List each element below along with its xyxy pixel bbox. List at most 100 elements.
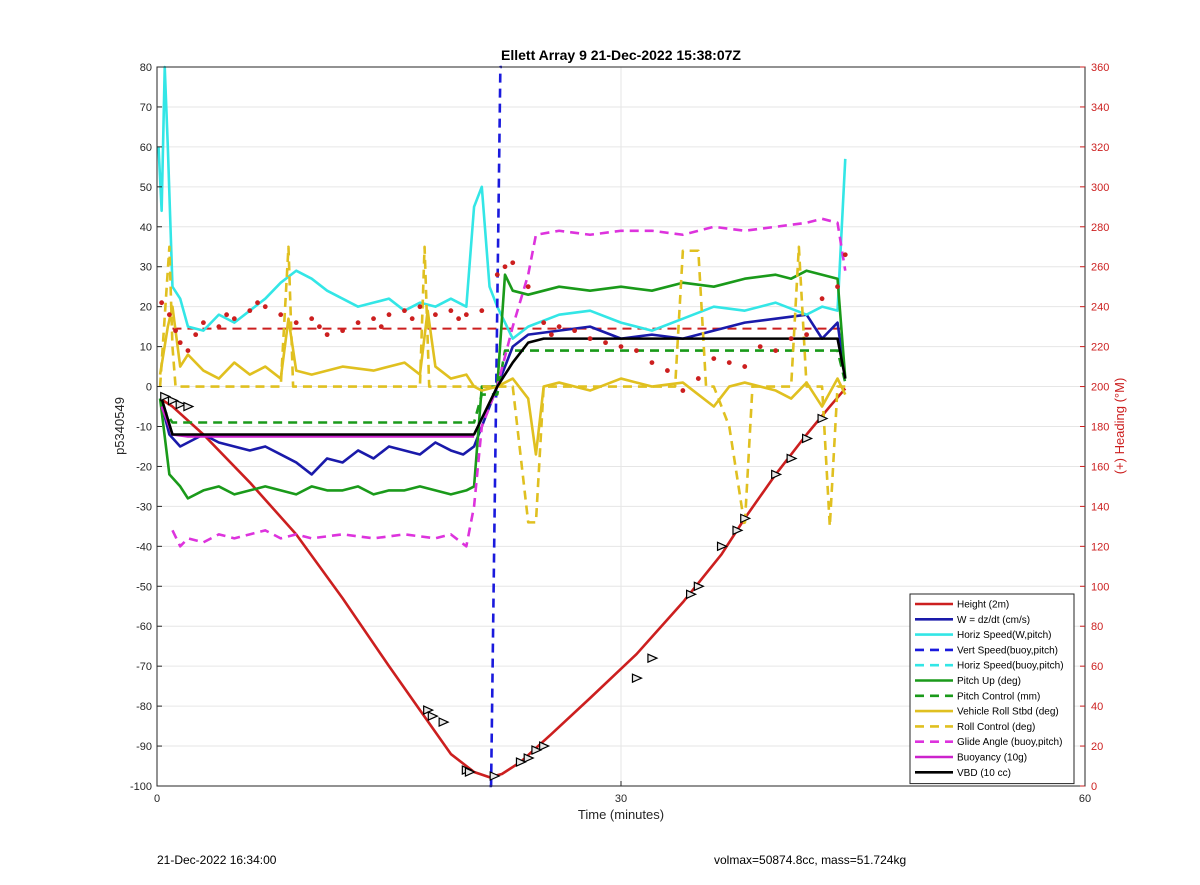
heading-point xyxy=(819,296,825,302)
y-right-tick-label: 0 xyxy=(1091,781,1097,793)
x-axis-label: Time (minutes) xyxy=(578,807,664,822)
heading-point xyxy=(177,340,183,346)
heading-point xyxy=(711,356,717,361)
heading-point xyxy=(556,324,562,330)
legend-label: Horiz Speed(buoy,pitch) xyxy=(957,661,1064,672)
y-tick-label: 80 xyxy=(140,62,152,74)
y-right-tick-label: 360 xyxy=(1091,62,1109,74)
heading-point xyxy=(541,320,547,326)
heading-point xyxy=(572,328,577,334)
legend-label: Glide Angle (buoy,pitch) xyxy=(957,737,1062,748)
y-tick-label: 30 xyxy=(140,262,152,274)
heading-point xyxy=(293,320,299,326)
heading-point xyxy=(324,332,330,338)
turn-marker xyxy=(515,757,527,767)
heading-point xyxy=(378,324,384,330)
heading-point xyxy=(695,376,701,381)
y-axis-label: p5340549 xyxy=(112,397,127,455)
heading-point xyxy=(340,328,345,334)
series-glide-angle-buoy-pitch xyxy=(171,217,847,548)
heading-point xyxy=(835,284,840,290)
right-axis: 0 20 40 60 80 100 120 140 160 180 200 220 240 260 280 3… xyxy=(1080,62,1109,793)
turn-marker xyxy=(693,581,705,592)
y-right-tick-label: 200 xyxy=(1091,382,1109,394)
y-tick-label: 20 xyxy=(140,302,152,314)
heading-point xyxy=(603,340,608,346)
legend-label: Pitch Control (mm) xyxy=(957,691,1040,702)
turn-marker xyxy=(771,469,783,480)
series-vbd-10-cc xyxy=(160,337,847,436)
turn-marker xyxy=(183,401,195,412)
turn-marker xyxy=(631,673,643,684)
legend-label: Buoyancy (10g) xyxy=(957,753,1027,764)
heading-point xyxy=(371,316,376,322)
turn-marker xyxy=(175,399,187,410)
left-axis: -100-90-80-70-60-50-40-30-20-10010203040… xyxy=(130,62,162,793)
y-tick-label: -80 xyxy=(136,701,152,713)
series-horiz-speed-w-pitch xyxy=(157,65,847,340)
turn-marker xyxy=(685,589,698,600)
heading-point xyxy=(317,324,322,330)
legend-label: Horiz Speed(W,pitch) xyxy=(957,630,1051,641)
heading-point xyxy=(456,316,461,322)
heading-point xyxy=(185,348,191,354)
heading-points xyxy=(159,252,848,393)
heading-point xyxy=(386,312,392,318)
x-tick-label: 0 xyxy=(154,793,160,805)
turn-marker xyxy=(531,745,543,755)
x-axis: 0 30 60 xyxy=(154,781,1091,805)
heading-point xyxy=(409,316,415,322)
turn-marker xyxy=(489,771,501,781)
series-layer xyxy=(157,65,848,788)
heading-point xyxy=(417,304,423,310)
y-tick-label: 60 xyxy=(140,142,152,154)
turn-marker xyxy=(801,433,814,444)
heading-point xyxy=(173,328,178,334)
y-right-tick-label: 220 xyxy=(1091,342,1109,354)
heading-point xyxy=(680,388,686,393)
heading-point xyxy=(587,336,593,342)
y-tick-label: -50 xyxy=(136,581,152,593)
footer-timestamp: 21-Dec-2022 16:34:00 xyxy=(157,853,277,867)
turn-marker xyxy=(438,717,450,728)
y-right-tick-label: 340 xyxy=(1091,102,1109,114)
heading-point xyxy=(355,320,361,326)
y-tick-label: 50 xyxy=(140,182,152,194)
heading-point xyxy=(247,308,253,314)
y-right-tick-label: 300 xyxy=(1091,182,1109,194)
y-tick-label: -70 xyxy=(136,661,152,673)
y-tick-label: -40 xyxy=(136,541,152,553)
heading-point xyxy=(549,332,554,338)
heading-point xyxy=(618,344,624,350)
y-right-tick-label: 140 xyxy=(1091,501,1109,513)
y-tick-label: -30 xyxy=(136,501,152,513)
turn-markers xyxy=(160,391,829,781)
legend-label: Vert Speed(buoy,pitch) xyxy=(957,645,1058,656)
y-right-tick-label: 180 xyxy=(1091,422,1109,434)
x-tick-label: 30 xyxy=(615,793,627,805)
heading-point xyxy=(788,336,794,342)
turn-marker xyxy=(786,453,798,464)
heading-point xyxy=(742,364,748,369)
heading-point xyxy=(804,332,809,338)
y-right-tick-label: 280 xyxy=(1091,222,1109,234)
turn-marker xyxy=(160,391,172,402)
y-tick-label: -90 xyxy=(136,741,152,753)
series-w-dz-dt-cm-s xyxy=(158,313,847,476)
y-right-tick-label: 320 xyxy=(1091,142,1109,154)
heading-point xyxy=(224,312,230,318)
heading-point xyxy=(309,316,315,322)
legend-label: Pitch Up (deg) xyxy=(957,676,1021,687)
heading-point xyxy=(773,348,779,354)
y-right-tick-label: 100 xyxy=(1091,581,1109,593)
heading-point xyxy=(159,300,165,306)
y-axis-right-label: (+) Heading (°M) xyxy=(1112,378,1127,475)
heading-point xyxy=(502,264,508,270)
y-right-tick-label: 120 xyxy=(1091,541,1109,553)
y-tick-label: -10 xyxy=(136,422,152,434)
heading-point xyxy=(216,324,222,330)
heading-point xyxy=(842,252,848,258)
y-right-tick-label: 160 xyxy=(1091,461,1109,473)
heading-point xyxy=(193,332,199,338)
heading-point xyxy=(278,312,284,318)
